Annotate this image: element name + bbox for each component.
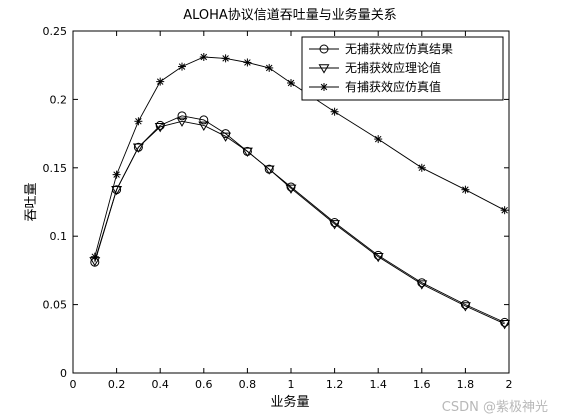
series-1-marker [263,165,275,175]
y-tick-label: 0.2 [50,93,68,106]
series-2-marker [287,78,295,87]
series-1-marker [372,253,384,263]
series-2-marker [461,185,470,194]
legend-marker-1 [318,64,330,74]
y-tick-label: 0.05 [43,299,68,312]
y-tick-labels: 0 0.05 0.1 0.15 0.2 0.25 [43,25,68,380]
series-markers [89,52,511,330]
series-1-marker [459,302,471,312]
series-2-marker [90,252,99,261]
series-1-marker [132,143,144,153]
series-1-marker [499,320,511,330]
legend-marker-0 [319,44,329,54]
series-2-marker [112,170,121,179]
series-2-marker [265,63,274,72]
series-line-1 [94,120,505,325]
series-2-marker [417,163,426,172]
y-axis-label: 吞吐量 [24,182,39,221]
x-tick-label: 1.4 [369,378,387,391]
x-tick-label: 0.4 [151,378,169,391]
series-1-marker [154,123,166,133]
series-2-marker [199,52,208,61]
y-tick-label: 0.25 [43,25,68,38]
series-2-marker [330,107,339,116]
chart-title: ALOHA协议信道吞吐量与业务量关系 [183,7,397,23]
series-2-marker [374,135,383,144]
legend-label-1: 无捕获效应理论值 [345,60,441,75]
x-tick-label: 1.2 [326,378,344,391]
series-2-marker [134,117,143,126]
x-tick-label: 1.8 [457,378,475,391]
series-1-marker [220,132,232,142]
axis-ticks [72,30,510,374]
x-tick-label: 0 [70,378,77,391]
x-tick-label: 1 [288,378,295,391]
series-1-marker [198,121,210,131]
series-1-marker [329,220,341,230]
y-tick-label: 0.15 [43,162,68,175]
series-0-marker [177,111,187,121]
y-tick-label: 0.1 [50,230,68,243]
legend-label-2: 有捕获效应仿真值 [345,79,441,94]
y-tick-label: 0 [60,367,67,380]
x-axis-label: 业务量 [270,394,309,410]
series-2-marker [500,206,509,215]
x-tick-label: 0.6 [195,378,213,391]
series-1-marker [241,147,253,157]
series-2-marker [243,58,252,67]
series-0-marker [199,115,209,125]
series-1-marker [176,117,188,127]
x-tick-label: 0.2 [108,378,126,391]
x-tick-label: 0.8 [239,378,257,391]
x-tick-label: 2 [506,378,513,391]
x-tick-labels: 0 0.2 0.4 0.6 0.8 1 1.2 1.4 1.6 1.8 2 [70,378,513,391]
watermark-text: CSDN @紫极神光 [442,400,548,415]
series-1-marker [285,184,297,194]
series-1-marker [111,185,123,196]
series-2-marker [221,54,230,63]
x-tick-label: 1.6 [413,378,431,391]
series-2-marker [178,62,186,71]
legend-label-0: 无捕获效应仿真结果 [345,41,453,56]
series-2-marker [156,77,165,86]
legend-marker-2 [320,83,328,91]
series-1-marker [416,280,428,290]
